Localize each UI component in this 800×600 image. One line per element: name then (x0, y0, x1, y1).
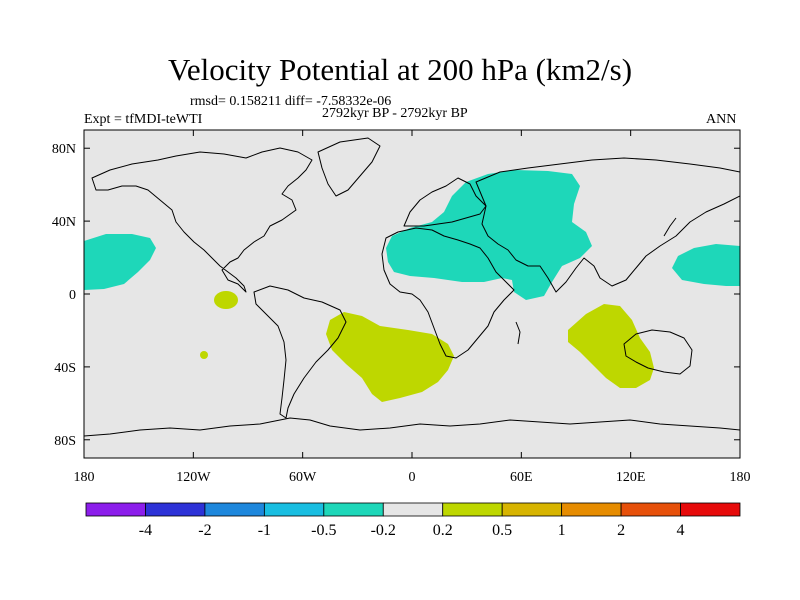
europe-coast (403, 177, 487, 227)
colorbar-label: 0.2 (433, 522, 453, 539)
lon-tick-label: 120W (176, 470, 211, 485)
west-pacific-negative-anomaly (672, 244, 740, 286)
colorbar-label: 2 (617, 522, 625, 539)
colorbar-swatch (263, 502, 325, 517)
colorbar-label: 0.5 (492, 522, 512, 539)
colorbar-swatch (561, 502, 622, 517)
colorbar-swatch (382, 502, 444, 517)
season-label: ANN (706, 112, 737, 127)
lat-tick-label: 40S (54, 361, 76, 376)
colorbar-swatch (323, 502, 384, 517)
antarctica-coast (84, 417, 740, 437)
south-atlantic-positive-anomaly (326, 312, 454, 402)
map-title: Velocity Potential at 200 hPa (km2/s) (167, 52, 633, 87)
colorbar-label: 1 (558, 522, 566, 539)
southeast-pacific-positive-patch (200, 351, 208, 359)
lon-tick-label: 60W (289, 470, 317, 485)
indian-ocean-positive-anomaly (568, 304, 654, 388)
colorbar-swatch (145, 502, 206, 517)
madagascar-coast (515, 321, 521, 345)
lat-tick-label: 0 (69, 288, 76, 303)
colorbar-swatch (204, 502, 265, 517)
lon-tick-label: 180 (74, 470, 95, 485)
lat-tick-label: 40N (52, 215, 76, 230)
colorbar-swatch (85, 502, 146, 517)
axis-ticks (83, 130, 741, 458)
lat-tick-label: 80N (52, 142, 76, 157)
longitude-tick-labels: 180 120W 60W 0 60E 120E 180 (74, 470, 751, 485)
colorbar-label: -1 (258, 522, 271, 539)
colorbar-label: -0.5 (311, 522, 336, 539)
lon-tick-label: 120E (616, 470, 646, 485)
lon-tick-label: 60E (510, 470, 533, 485)
coastlines (84, 137, 740, 437)
japan-coast (663, 217, 677, 237)
greenland-coast (317, 137, 381, 197)
colorbar (85, 502, 741, 517)
colorbar-swatch (680, 502, 741, 517)
east-pacific-positive-patch (214, 291, 238, 309)
stats-text: rmsd= 0.158211 diff= -7.58332e-06 (190, 94, 392, 109)
colorbar-labels: -4 -2 -1 -0.5 -0.2 0.2 0.5 1 2 4 (139, 522, 685, 539)
lat-tick-label: 80S (54, 434, 76, 449)
period-label: 2792kyr BP - 2792kyr BP (322, 106, 468, 121)
africa-europe-coast (381, 227, 515, 359)
colorbar-label: -0.2 (371, 522, 396, 539)
north-america-coast (91, 147, 313, 293)
colorbar-swatch (501, 502, 563, 517)
lon-tick-label: 0 (409, 470, 416, 485)
colorbar-swatch (620, 502, 681, 517)
australia-coast (623, 329, 693, 375)
colorbar-swatch (442, 502, 503, 517)
asia-coast (475, 157, 740, 293)
latitude-tick-labels: 80N 40N 0 40S 80S (52, 142, 76, 449)
lon-tick-label: 180 (730, 470, 751, 485)
east-pacific-negative-anomaly (84, 234, 156, 290)
colorbar-label: -2 (198, 522, 211, 539)
south-america-coast (253, 285, 347, 419)
colorbar-label: 4 (677, 522, 685, 539)
colorbar-label: -4 (139, 522, 152, 539)
experiment-label: Expt = tfMDI-teWTI (84, 112, 203, 127)
